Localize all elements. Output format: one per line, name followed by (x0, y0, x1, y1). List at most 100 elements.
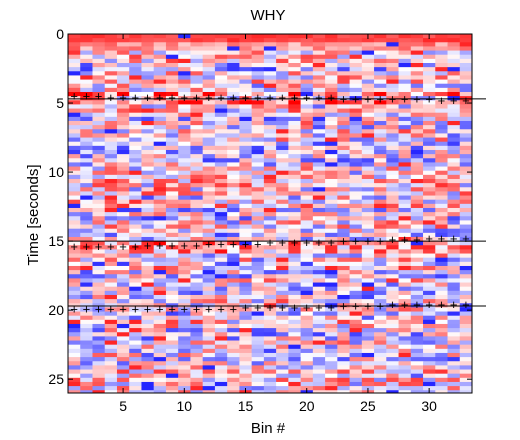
heatmap-cell (361, 220, 375, 225)
heatmap-cell (116, 79, 130, 85)
heatmap-cell (410, 249, 424, 254)
heatmap-cell (129, 249, 142, 254)
heatmap-cell (239, 108, 253, 114)
heatmap-cell (92, 386, 106, 391)
heatmap-cell (337, 34, 350, 39)
heatmap-cell (435, 125, 448, 130)
heatmap-cell (153, 323, 167, 329)
x-tick-label: 15 (238, 398, 254, 414)
heatmap-cell (361, 54, 375, 60)
heatmap-cell (386, 336, 399, 341)
heatmap-cell (263, 390, 277, 394)
heatmap-cell (92, 377, 106, 383)
heatmap-cell (312, 42, 326, 47)
heatmap-cell (239, 357, 253, 362)
heatmap-cell (361, 87, 375, 93)
heatmap-cell (104, 232, 118, 238)
heatmap-cell (202, 328, 216, 333)
heatmap-cell (386, 42, 399, 47)
heatmap-cell (349, 116, 363, 122)
heatmap-cell (141, 357, 155, 362)
heatmap-cell (129, 83, 142, 89)
heatmap-cell (288, 290, 301, 296)
heatmap-cell (202, 278, 216, 283)
heatmap-cell (288, 286, 301, 292)
heatmap-cell (410, 50, 424, 56)
heatmap-cell (386, 207, 399, 213)
heatmap-cell (374, 63, 387, 68)
heatmap-cell (459, 323, 473, 329)
boundary-marker: + (376, 91, 384, 106)
heatmap-cell (361, 311, 375, 317)
heatmap-cell (190, 274, 204, 279)
boundary-marker: + (83, 89, 91, 104)
heatmap-cell (165, 178, 179, 184)
heatmap-cell (337, 116, 350, 122)
heatmap-cell (386, 137, 399, 143)
heatmap-cell (374, 145, 387, 151)
heatmap-cell (288, 83, 301, 89)
heatmap-cell (68, 323, 81, 329)
heatmap-cell (178, 253, 191, 259)
heatmap-cell (263, 100, 277, 105)
heatmap-cell (68, 91, 81, 97)
heatmap-cell (227, 328, 240, 333)
heatmap-cell (153, 170, 167, 176)
heatmap-cell (337, 294, 350, 300)
heatmap-cell (312, 58, 326, 64)
heatmap-cell (190, 34, 204, 39)
heatmap-cell (116, 58, 130, 64)
heatmap-cell (214, 125, 228, 130)
heatmap-cell (459, 54, 473, 60)
heatmap-cell (325, 357, 338, 362)
heatmap-cell (153, 104, 167, 109)
heatmap-cell (349, 261, 363, 267)
heatmap-cell (153, 58, 167, 64)
heatmap-cell (227, 274, 240, 279)
heatmap-cell (239, 50, 253, 56)
heatmap-cell (337, 348, 350, 354)
heatmap-cell (92, 294, 106, 300)
heatmap-cell (349, 348, 363, 354)
heatmap-cell (178, 67, 191, 72)
heatmap-cell (80, 369, 93, 375)
heatmap-cell (104, 129, 118, 134)
heatmap-cell (459, 348, 473, 354)
heatmap-cell (300, 108, 314, 114)
heatmap-cell (104, 270, 118, 275)
heatmap-cell (153, 187, 167, 192)
heatmap-cell (104, 125, 118, 130)
heatmap-cell (435, 340, 448, 346)
heatmap-cell (374, 187, 387, 192)
y-tick-label: 25 (48, 371, 64, 387)
heatmap-cell (92, 187, 106, 192)
heatmap-cell (92, 195, 106, 201)
heatmap-cell (153, 129, 167, 134)
heatmap-cell (129, 369, 142, 375)
heatmap-cell (349, 170, 363, 176)
heatmap-cell (423, 158, 436, 163)
heatmap-cell (129, 133, 142, 138)
heatmap-cell (459, 183, 473, 188)
heatmap-cell (312, 315, 326, 321)
heatmap-cell (276, 145, 289, 151)
heatmap-cell (386, 108, 399, 114)
heatmap-cell (374, 125, 387, 130)
heatmap-cell (374, 149, 387, 155)
heatmap-cell (312, 187, 326, 192)
heatmap-cell (288, 311, 301, 317)
heatmap-cell (227, 154, 240, 159)
heatmap-cell (239, 236, 253, 242)
heatmap-cell (325, 224, 338, 230)
heatmap-cell (374, 137, 387, 143)
heatmap-cell (178, 340, 191, 346)
heatmap-cell (80, 174, 93, 180)
heatmap-cell (337, 75, 350, 80)
heatmap-cell (374, 34, 387, 39)
boundary-marker: + (119, 239, 127, 254)
heatmap-cell (80, 38, 93, 43)
heatmap-cell (459, 83, 473, 89)
heatmap-cell (423, 299, 436, 304)
heatmap-cell (104, 307, 118, 312)
heatmap-cell (68, 129, 81, 134)
